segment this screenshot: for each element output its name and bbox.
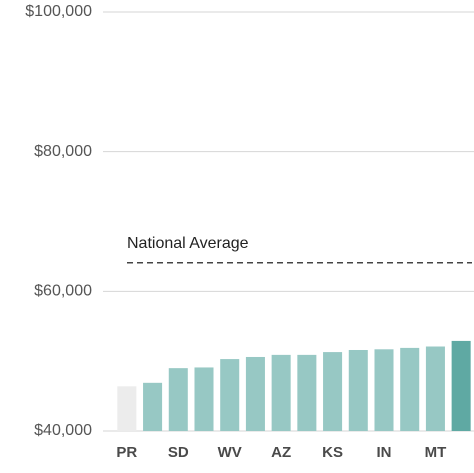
y-tick-label: $100,000: [25, 3, 92, 20]
bar: [425, 346, 445, 431]
bar: [168, 368, 188, 431]
bar: [271, 354, 291, 431]
bar: [451, 340, 471, 431]
x-tick-label: SD: [168, 444, 189, 461]
bar: [323, 352, 343, 431]
y-tick-label: $80,000: [34, 143, 92, 160]
x-tick-label: KS: [322, 444, 343, 461]
bar: [245, 356, 265, 431]
bar: [143, 382, 163, 431]
reference-label: National Average: [127, 235, 249, 252]
bar: [220, 359, 240, 431]
x-tick-label: AZ: [271, 444, 291, 461]
x-tick-label: IN: [377, 444, 392, 461]
y-tick-label: $60,000: [34, 283, 92, 300]
bar: [117, 386, 137, 431]
x-tick-label: PR: [116, 444, 137, 461]
y-tick-label: $40,000: [34, 422, 92, 439]
x-tick-label: WV: [218, 444, 242, 461]
bar: [348, 349, 368, 431]
bar: [194, 367, 214, 431]
bar: [374, 349, 394, 431]
bar: [297, 354, 317, 431]
x-tick-label: MT: [425, 444, 447, 461]
bar: [400, 347, 420, 431]
